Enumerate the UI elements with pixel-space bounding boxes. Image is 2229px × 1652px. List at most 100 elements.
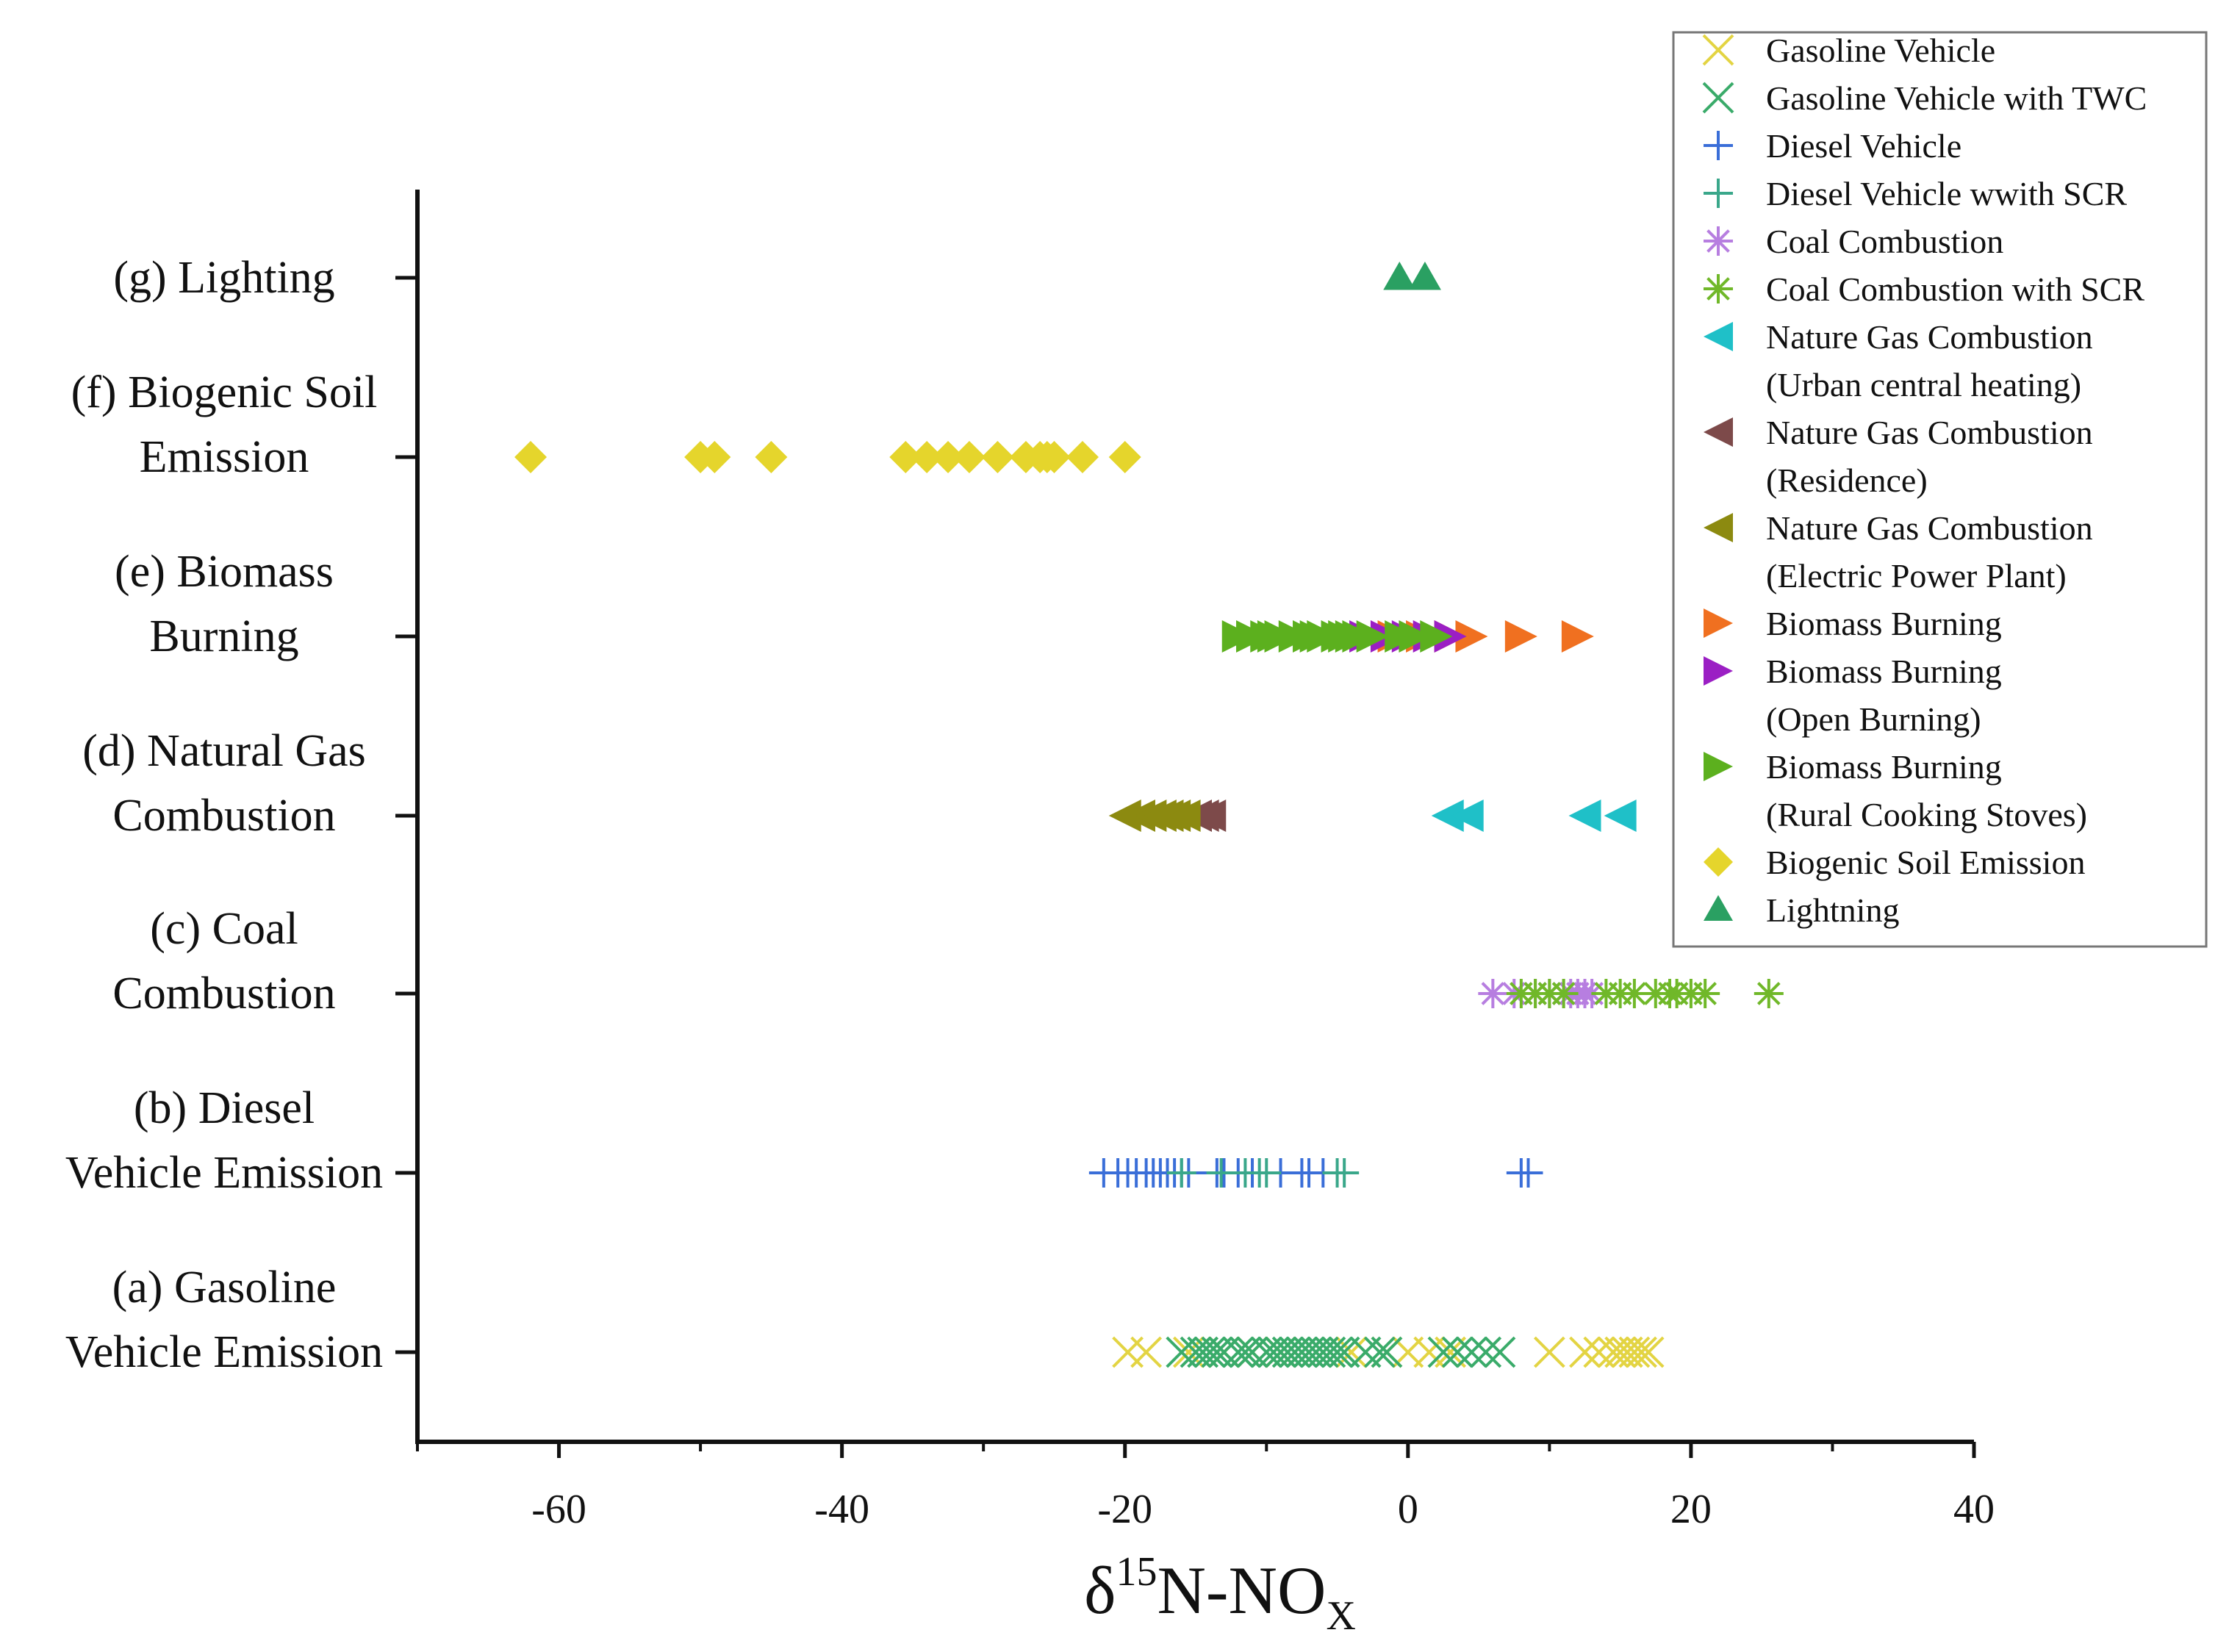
legend-label: Biogenic Soil Emission — [1766, 844, 2085, 881]
legend-marker — [1702, 82, 1734, 114]
data-point — [1166, 1158, 1196, 1188]
category-label: (g) Lighting — [113, 253, 334, 303]
legend-label: Biomass Burning — [1766, 748, 2002, 786]
legend-marker — [1704, 322, 1733, 351]
x-axis-title-subscript: X — [1326, 1593, 1355, 1639]
legend-marker — [1704, 656, 1733, 686]
legend-label: Lightning — [1766, 891, 1899, 929]
data-point — [1533, 1336, 1565, 1368]
category-label: Vehicle Emission — [65, 1327, 383, 1377]
x-axis-title-prefix: δ — [1084, 1553, 1116, 1628]
legend-label: Coal Combustion with SCR — [1766, 270, 2144, 308]
legend-marker — [1704, 417, 1733, 447]
data-point — [1568, 800, 1601, 832]
series-group — [1431, 800, 1637, 832]
x-tick-label: -60 — [531, 1487, 586, 1532]
legend-marker — [1702, 34, 1734, 66]
data-point — [1632, 1336, 1665, 1368]
data-point — [1484, 1336, 1516, 1368]
legend-marker — [1704, 179, 1733, 208]
legend-box — [1672, 31, 2208, 948]
x-tick-label: 40 — [1953, 1487, 1995, 1532]
legend-marker — [1704, 226, 1733, 256]
category-label: Emission — [140, 432, 309, 482]
series-group — [1108, 800, 1201, 832]
data-point — [889, 441, 922, 473]
legend-label: Gasoline Vehicle — [1766, 32, 1995, 69]
x-axis-title-superscript: 15 — [1116, 1549, 1157, 1595]
legend-label: Nature Gas Combustion — [1766, 318, 2093, 356]
legend-marker — [1704, 895, 1733, 921]
legend-marker — [1704, 274, 1733, 304]
data-point — [1408, 262, 1441, 290]
legend-label: (Urban central heating) — [1766, 366, 2081, 403]
legend-label: (Open Burning) — [1766, 700, 1981, 738]
data-point — [1066, 441, 1099, 473]
category-label: (b) Diesel — [134, 1083, 315, 1133]
data-point — [1356, 620, 1389, 653]
legend-label: Biomass Burning — [1766, 605, 2002, 642]
data-point — [1321, 1336, 1353, 1368]
category-label: Burning — [149, 611, 298, 661]
series-group — [1166, 1158, 1360, 1188]
data-point — [1112, 1336, 1144, 1368]
category-label: Combustion — [112, 791, 335, 841]
series-group — [1088, 1158, 1543, 1188]
x-ticks: -60 -40 -20 0 20 40 — [416, 1442, 1995, 1532]
data-point — [1194, 1336, 1226, 1368]
data-point — [1548, 979, 1579, 1008]
data-point — [981, 441, 1014, 473]
legend: Gasoline Vehicle Gasoline Vehicle with TW… — [1672, 31, 2208, 948]
x-axis-title: δ15N-NOX — [1084, 1549, 1356, 1639]
data-point — [952, 441, 986, 473]
legend-label: Nature Gas Combustion — [1766, 414, 2093, 451]
data-point — [1478, 979, 1508, 1008]
data-point — [1513, 1158, 1543, 1188]
data-point — [1470, 1336, 1502, 1368]
legend-label: Nature Gas Combustion — [1766, 509, 2093, 547]
data-point — [911, 441, 944, 473]
legend-label: Diesel Vehicle wwith SCR — [1766, 175, 2127, 212]
data-point — [1456, 1336, 1487, 1368]
data-point — [1363, 1336, 1396, 1368]
series-group — [1166, 1336, 1516, 1368]
data-point — [1314, 1336, 1346, 1368]
data-point — [698, 441, 731, 473]
x-tick-label: 20 — [1670, 1487, 1712, 1532]
series-group — [1383, 262, 1441, 290]
category-label: (a) Gasoline — [112, 1263, 337, 1312]
data-point — [1427, 1336, 1460, 1368]
legend-label: Diesel Vehicle — [1766, 127, 1961, 165]
legend-label: (Rural Cooking Stoves) — [1766, 796, 2087, 833]
data-point — [1222, 1336, 1255, 1368]
category-label: Combustion — [112, 969, 335, 1019]
category-label: (f) Biogenic Soil — [71, 367, 378, 417]
category-label: (c) Coal — [150, 904, 298, 954]
plot-area — [514, 262, 1784, 1368]
series-group — [514, 441, 1141, 473]
data-point — [1441, 1336, 1474, 1368]
data-point — [1455, 620, 1488, 653]
data-point — [1383, 262, 1416, 290]
series-group — [1221, 620, 1453, 653]
data-point — [1329, 1158, 1360, 1188]
legend-marker — [1704, 513, 1733, 542]
data-point — [1561, 620, 1594, 653]
data-point — [1420, 620, 1453, 653]
data-point — [1371, 1336, 1403, 1368]
data-point — [1618, 1336, 1651, 1368]
legend-marker — [1704, 752, 1733, 781]
data-point — [1604, 800, 1637, 832]
data-point — [755, 441, 788, 473]
data-point — [1130, 1336, 1163, 1368]
category-label: (d) Natural Gas — [82, 726, 366, 776]
category-label: (e) Biomass — [115, 547, 334, 597]
legend-marker — [1704, 131, 1733, 160]
data-point — [1108, 441, 1141, 473]
legend-label: Coal Combustion — [1766, 223, 2003, 260]
legend-label: (Residence) — [1766, 462, 1928, 499]
legend-items: Gasoline Vehicle Gasoline Vehicle with TW… — [1702, 32, 2147, 929]
data-point — [1399, 620, 1432, 653]
x-tick-label: 0 — [1398, 1487, 1418, 1532]
y-ticks: (a) Gasoline Vehicle Emission (b) Diesel Ve… — [65, 253, 417, 1377]
